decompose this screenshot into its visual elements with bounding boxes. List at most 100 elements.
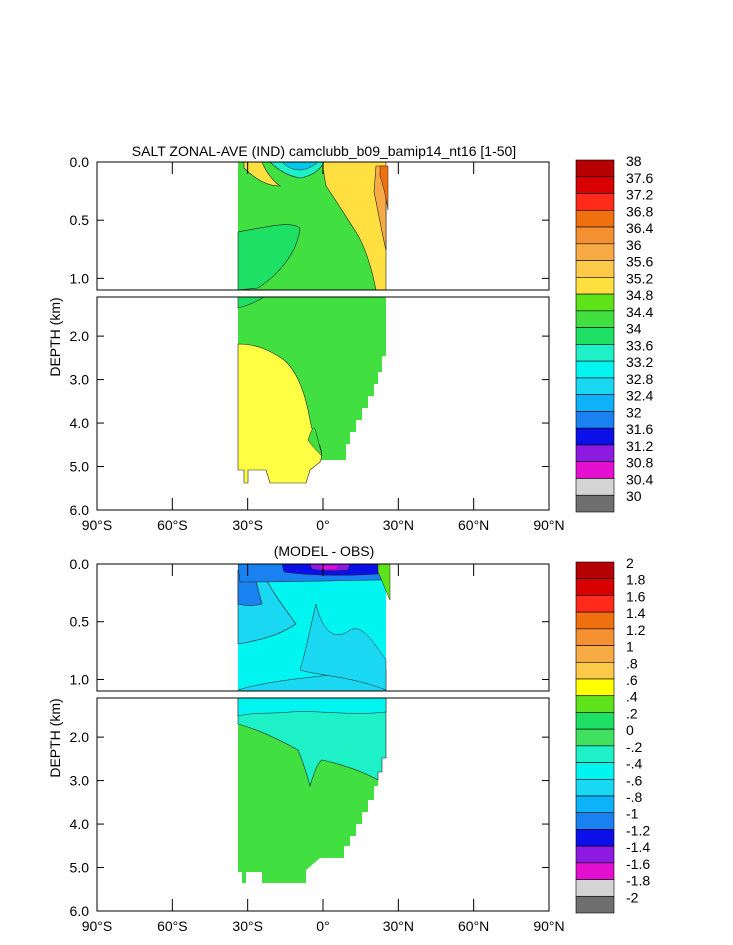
colorbar-swatch xyxy=(575,862,615,880)
colorbar-label: 36 xyxy=(626,237,642,253)
x-tick-label: 90°S xyxy=(82,918,113,934)
colorbar-label: 33.6 xyxy=(626,337,653,353)
colorbar-label: 36.4 xyxy=(626,220,653,236)
y-tick-label: 0.5 xyxy=(70,614,90,630)
colorbar-label: 1 xyxy=(626,639,634,655)
x-tick-label: 90°N xyxy=(533,918,564,934)
colorbar-swatch xyxy=(575,895,615,914)
y-tick-label: 1.0 xyxy=(70,270,90,286)
colorbar-label: -2 xyxy=(626,889,639,905)
colorbar-label: -1.2 xyxy=(626,822,650,838)
colorbar-label: 2 xyxy=(626,555,634,571)
x-tick-label: 30°S xyxy=(232,517,263,533)
colorbar-label: 31.6 xyxy=(626,421,653,437)
x-tick-label: 30°S xyxy=(232,918,263,934)
colorbar-label: 34 xyxy=(626,321,642,337)
top-upper-salty-core xyxy=(373,165,387,251)
top-chart-title: SALT ZONAL-AVE (IND) camclubb_b09_bamip1… xyxy=(132,143,516,159)
colorbar-swatch xyxy=(575,344,615,362)
colorbar-swatch xyxy=(575,645,615,663)
colorbar-label: 30.4 xyxy=(626,471,653,487)
colorbar-swatch xyxy=(575,377,615,395)
colorbar-label: 35.2 xyxy=(626,270,653,286)
y-tick-label: 2.0 xyxy=(70,328,90,344)
bottom-lower-field xyxy=(237,697,387,883)
colorbar-swatch xyxy=(575,461,615,479)
colorbar-label: 37.2 xyxy=(626,187,653,203)
colorbar-swatch xyxy=(575,728,615,747)
bottom-x-ticks: 90°S 60°S 30°S 0° 30°N 60°N 90°N xyxy=(82,564,565,934)
colorbar-label: 0 xyxy=(626,722,634,738)
colorbar-label: 30.8 xyxy=(626,455,653,471)
bottom-lower-top-strip xyxy=(237,697,387,717)
y-tick-label: 6.0 xyxy=(70,502,90,518)
x-tick-label: 0° xyxy=(316,918,329,934)
top-chart: SALT ZONAL-AVE (IND) camclubb_b09_bamip1… xyxy=(47,143,653,533)
colorbar-label: 31.2 xyxy=(626,438,653,454)
colorbar-swatch xyxy=(575,611,615,630)
y-tick-label: 3.0 xyxy=(70,372,90,388)
colorbar-label: 32.4 xyxy=(626,388,653,404)
colorbar-label: -1.6 xyxy=(626,856,650,872)
colorbar-label: 38 xyxy=(626,153,642,169)
colorbar-label: 34.8 xyxy=(626,287,653,303)
x-tick-label: 30°N xyxy=(383,517,414,533)
colorbar-swatch xyxy=(575,243,615,261)
bottom-colorbar: 21.81.61.41.21.8.6.4.20-.2-.4-.6-.8-1-1.… xyxy=(575,555,650,914)
bottom-y-ticks-lower: 2.0 3.0 4.0 5.0 6.0 xyxy=(70,729,549,919)
bottom-upper-north-hot xyxy=(377,563,391,601)
colorbar-swatch xyxy=(575,209,615,228)
colorbar-swatch xyxy=(575,293,615,312)
colorbar-label: 30 xyxy=(626,488,642,504)
x-tick-label: 60°S xyxy=(157,918,188,934)
colorbar-label: -.8 xyxy=(626,789,643,805)
top-upper-surface-fresh2 xyxy=(281,161,319,171)
colorbar-swatch xyxy=(575,628,615,646)
x-tick-label: 90°N xyxy=(533,517,564,533)
colorbar-label: -1 xyxy=(626,806,639,822)
x-tick-label: 60°N xyxy=(458,918,489,934)
y-tick-label: 0.0 xyxy=(70,556,90,572)
colorbar-label: 1.6 xyxy=(626,588,646,604)
colorbar-swatch xyxy=(575,712,615,730)
y-tick-label: 5.0 xyxy=(70,860,90,876)
colorbar-swatch xyxy=(575,394,615,412)
y-tick-label: 2.0 xyxy=(70,729,90,745)
colorbar-swatch xyxy=(575,193,615,211)
colorbar-swatch xyxy=(575,845,615,864)
colorbar-label: .4 xyxy=(626,689,638,705)
x-tick-label: 0° xyxy=(316,517,329,533)
top-y-ticks-upper: 0.0 0.5 1.0 xyxy=(70,154,549,286)
colorbar-label: -.6 xyxy=(626,772,643,788)
top-upper-fresh-lens xyxy=(243,161,281,187)
colorbar-swatch xyxy=(575,494,615,513)
top-upper-salty-max xyxy=(379,165,389,211)
colorbar-label: .8 xyxy=(626,655,638,671)
top-y-ticks-lower: 2.0 3.0 4.0 5.0 6.0 xyxy=(70,328,549,518)
x-tick-label: 30°N xyxy=(383,918,414,934)
colorbar-label: 34.4 xyxy=(626,304,653,320)
colorbar-swatch xyxy=(575,327,615,345)
top-y-axis-label: DEPTH (km) xyxy=(47,297,63,376)
bottom-y-ticks-upper: 0.0 0.5 1.0 xyxy=(70,556,549,687)
x-tick-label: 60°S xyxy=(157,517,188,533)
top-x-ticks: 90°S 60°S 30°S 0° 30°N 60°N 90°N xyxy=(82,162,565,533)
colorbar-swatch xyxy=(575,762,615,780)
colorbar-label: -1.4 xyxy=(626,839,650,855)
y-tick-label: 1.0 xyxy=(70,671,90,687)
colorbar-swatch xyxy=(575,812,615,830)
colorbar-swatch xyxy=(575,661,615,680)
colorbar-label: 1.8 xyxy=(626,572,646,588)
colorbar-swatch xyxy=(575,226,615,245)
colorbar-label: 32.8 xyxy=(626,371,653,387)
colorbar-swatch xyxy=(575,427,615,446)
colorbar-label: -.2 xyxy=(626,739,643,755)
colorbar-swatch xyxy=(575,159,615,178)
colorbar-swatch xyxy=(575,360,615,379)
colorbar-swatch xyxy=(575,879,615,897)
y-tick-label: 0.5 xyxy=(70,212,90,228)
bottom-upper-surface-pink xyxy=(320,566,338,569)
colorbar-swatch xyxy=(575,595,615,613)
colorbar-swatch xyxy=(575,260,615,278)
